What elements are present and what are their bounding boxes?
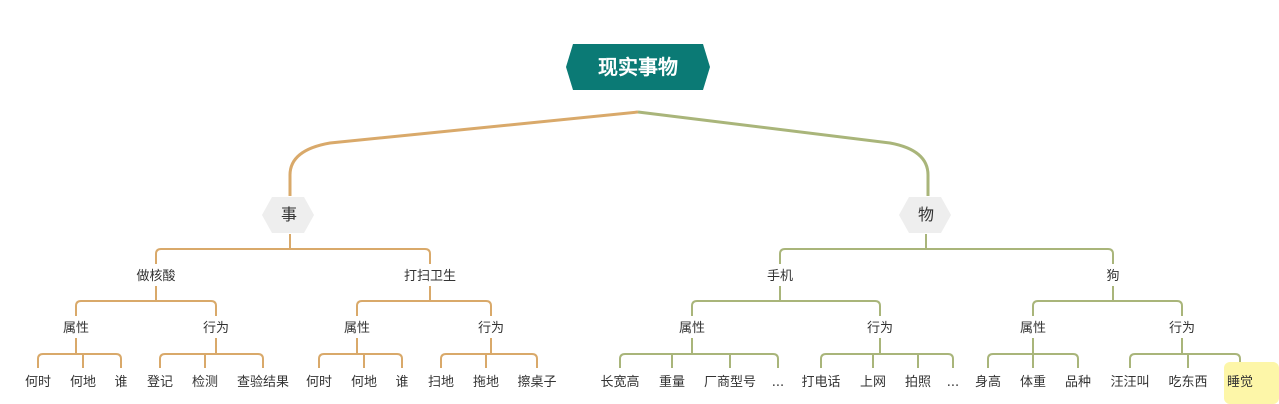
leaf-node[interactable]: 长宽高	[600, 374, 639, 390]
topic-node-事[interactable]: 事	[262, 197, 314, 233]
leaf-node[interactable]: 何地	[70, 374, 96, 390]
connector-line	[691, 300, 881, 316]
category-node[interactable]: 行为	[1169, 321, 1195, 336]
leaf-node[interactable]: 睡觉	[1227, 375, 1253, 390]
category-node[interactable]: 行为	[203, 321, 229, 336]
category-node[interactable]: 属性	[1020, 321, 1046, 336]
connector-line	[288, 110, 639, 196]
leaf-node[interactable]: 体重	[1020, 374, 1046, 390]
connector-line	[619, 353, 779, 368]
connector-line	[1129, 353, 1241, 368]
subtopic-node[interactable]: 手机	[767, 269, 793, 284]
connector-line	[820, 353, 954, 368]
connector-line	[155, 248, 431, 264]
leaf-node[interactable]: 拖地	[473, 375, 499, 390]
leaf-node[interactable]: 扫地	[428, 375, 454, 390]
root-node[interactable]: 现实事物	[566, 44, 710, 90]
connector-line	[779, 248, 1114, 264]
leaf-node[interactable]: 打电话	[801, 375, 840, 390]
root-node-shape	[566, 44, 710, 90]
leaf-node[interactable]: 吃东西	[1168, 374, 1207, 390]
connector-line	[75, 300, 217, 316]
category-node[interactable]: 属性	[344, 321, 370, 336]
connector-line	[1032, 300, 1183, 316]
topic-node-物[interactable]: 物	[899, 197, 951, 233]
leaf-node[interactable]: ...	[947, 375, 959, 390]
leaf-node[interactable]: 拍照	[905, 375, 931, 390]
subtopic-node[interactable]: 做核酸	[136, 269, 175, 284]
leaf-node[interactable]: 何时	[306, 374, 332, 390]
topic-node-shape	[899, 197, 951, 233]
category-node[interactable]: 属性	[679, 321, 705, 336]
leaf-node[interactable]: ...	[772, 375, 784, 390]
leaf-node[interactable]: 身高	[975, 374, 1001, 390]
leaf-node[interactable]: 何地	[351, 374, 377, 390]
connector-line	[318, 353, 403, 368]
topic-node-label: 事	[281, 205, 297, 224]
leaf-highlight	[1224, 362, 1279, 404]
leaf-node[interactable]: 查验结果	[237, 374, 289, 390]
connector-line	[159, 353, 264, 368]
leaf-node[interactable]: 登记	[147, 375, 173, 390]
connector-line	[37, 353, 122, 368]
leaf-node[interactable]: 厂商型号	[704, 375, 756, 390]
connector-line	[356, 300, 492, 316]
leaf-node[interactable]: 检测	[192, 375, 218, 390]
leaf-node[interactable]: 擦桌子	[517, 375, 556, 390]
category-node[interactable]: 行为	[867, 321, 893, 336]
connector-lines	[37, 110, 1241, 368]
subtopic-node[interactable]: 打扫卫生	[404, 269, 456, 284]
connector-line	[637, 110, 930, 196]
category-node[interactable]: 行为	[478, 321, 504, 336]
leaf-node[interactable]: 汪汪叫	[1110, 375, 1149, 390]
topic-node-label: 物	[918, 205, 934, 224]
leaf-node[interactable]: 何时	[25, 374, 51, 390]
root-node-label: 现实事物	[598, 55, 678, 79]
connector-line	[440, 353, 538, 368]
category-node[interactable]: 属性	[63, 321, 89, 336]
leaf-node[interactable]: 谁	[114, 375, 127, 390]
subtopic-node[interactable]: 狗	[1106, 269, 1119, 284]
topic-node-shape	[262, 197, 314, 233]
leaf-node[interactable]: 品种	[1065, 375, 1091, 390]
leaf-node[interactable]: 谁	[395, 375, 408, 390]
leaf-node[interactable]: 重量	[659, 374, 685, 390]
leaf-node[interactable]: 上网	[860, 375, 886, 390]
